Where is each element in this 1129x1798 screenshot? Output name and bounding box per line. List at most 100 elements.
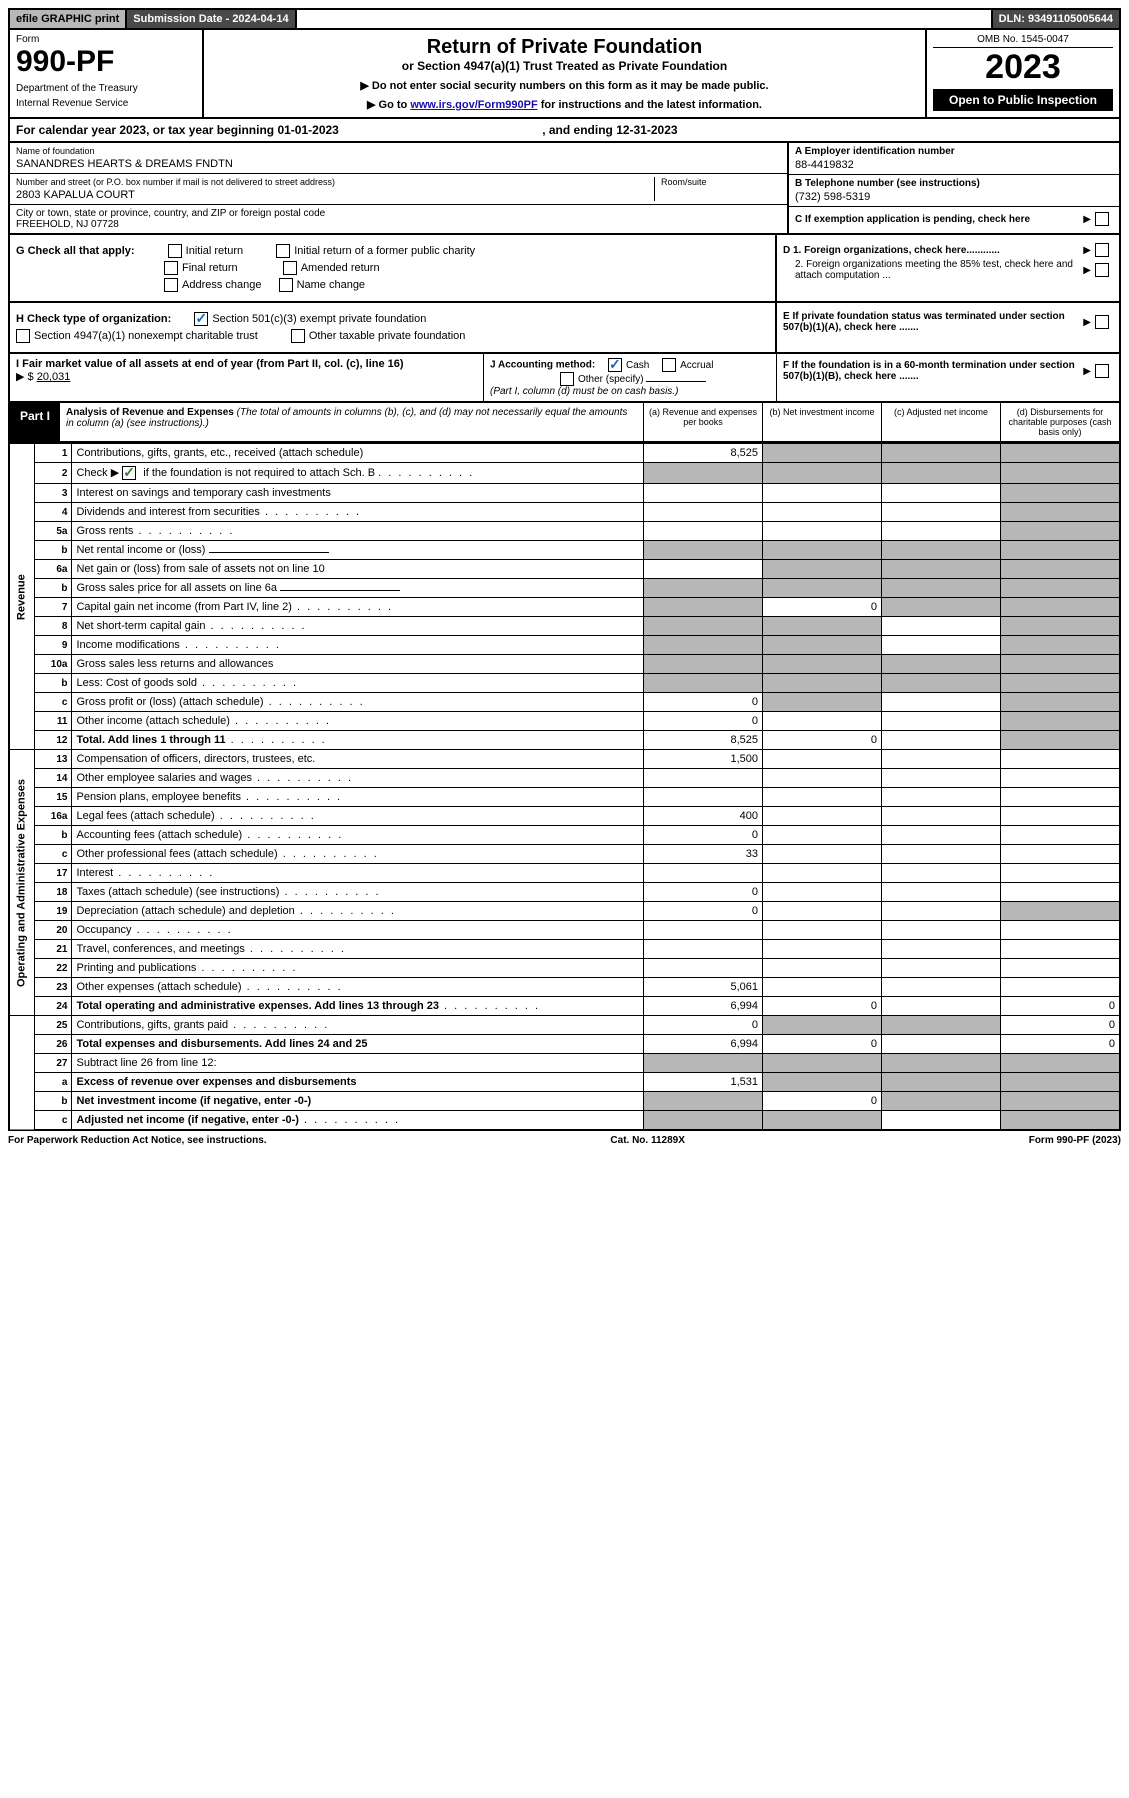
- footer-right: Form 990-PF (2023): [1029, 1135, 1121, 1146]
- row-num: 1: [35, 444, 72, 463]
- g-left: G Check all that apply: Initial return I…: [10, 235, 775, 301]
- table-row: 17Interest: [9, 864, 1120, 883]
- row-desc: Excess of revenue over expenses and disb…: [72, 1073, 644, 1092]
- check-pre: Check ▶: [76, 467, 119, 479]
- gross-sales-input[interactable]: [280, 590, 400, 591]
- row-num: c: [35, 1111, 72, 1131]
- sch-b-checkbox[interactable]: [122, 466, 136, 480]
- table-row: 12Total. Add lines 1 through 118,5250: [9, 731, 1120, 750]
- footer-mid: Cat. No. 11289X: [610, 1135, 684, 1146]
- c-checkbox[interactable]: [1095, 212, 1109, 226]
- row-num: 3: [35, 484, 72, 503]
- row-num: 25: [35, 1016, 72, 1035]
- cell-b: 0: [763, 1092, 882, 1111]
- col-a-header: (a) Revenue and expenses per books: [643, 403, 762, 441]
- e-checkbox[interactable]: [1095, 315, 1109, 329]
- other-taxable-checkbox[interactable]: [291, 329, 305, 343]
- addr-change-checkbox[interactable]: [164, 278, 178, 292]
- table-row: 18Taxes (attach schedule) (see instructi…: [9, 883, 1120, 902]
- cell-a: 6,994: [644, 1035, 763, 1054]
- name-change-checkbox[interactable]: [279, 278, 293, 292]
- cell-a: 0: [644, 693, 763, 712]
- main-table: Revenue 1 Contributions, gifts, grants, …: [8, 443, 1121, 1131]
- row-desc: Net rental income or (loss): [72, 541, 644, 560]
- cell-b: 0: [763, 598, 882, 617]
- rental-input[interactable]: [209, 552, 329, 553]
- table-row: Operating and Administrative Expenses 13…: [9, 750, 1120, 769]
- ein-value: 88-4419832: [795, 159, 1113, 171]
- d1-checkbox[interactable]: [1095, 243, 1109, 257]
- row-num: 26: [35, 1035, 72, 1054]
- 4947-checkbox[interactable]: [16, 329, 30, 343]
- cash-checkbox[interactable]: [608, 358, 622, 372]
- other-specify-input[interactable]: [646, 381, 706, 382]
- omb-number: OMB No. 1545-0047: [933, 34, 1113, 48]
- final-return-label: Final return: [182, 262, 238, 274]
- other-method-checkbox[interactable]: [560, 372, 574, 386]
- row-num: 8: [35, 617, 72, 636]
- row-desc: Legal fees (attach schedule): [72, 807, 644, 826]
- other-taxable-label: Other taxable private foundation: [309, 330, 466, 342]
- cell-d: 0: [1001, 1016, 1121, 1035]
- cell-a: 1,531: [644, 1073, 763, 1092]
- revenue-label: Revenue: [9, 444, 35, 750]
- c-cell: C If exemption application is pending, c…: [789, 209, 1119, 229]
- row-desc: Other income (attach schedule): [72, 712, 644, 731]
- info-grid: Name of foundation SANANDRES HEARTS & DR…: [8, 143, 1121, 235]
- top-spacer: [297, 10, 993, 28]
- final-return-checkbox[interactable]: [164, 261, 178, 275]
- row-num: b: [35, 1092, 72, 1111]
- table-row: 11Other income (attach schedule)0: [9, 712, 1120, 731]
- accrual-checkbox[interactable]: [662, 358, 676, 372]
- irs-link[interactable]: www.irs.gov/Form990PF: [410, 99, 537, 111]
- 501c3-checkbox[interactable]: [194, 312, 208, 326]
- table-row: bGross sales price for all assets on lin…: [9, 579, 1120, 598]
- arrow-icon: ▶: [1083, 214, 1091, 225]
- part1-header: Part I Analysis of Revenue and Expenses …: [8, 403, 1121, 443]
- row-num: b: [35, 579, 72, 598]
- cell-a: 6,994: [644, 997, 763, 1016]
- row-desc: Gross sales price for all assets on line…: [72, 579, 644, 598]
- ijf-section: I Fair market value of all assets at end…: [8, 354, 1121, 403]
- row-desc: Dividends and interest from securities: [72, 503, 644, 522]
- table-row: 6aNet gain or (loss) from sale of assets…: [9, 560, 1120, 579]
- amended-checkbox[interactable]: [283, 261, 297, 275]
- c-label: C If exemption application is pending, c…: [795, 214, 1030, 225]
- table-row: 7Capital gain net income (from Part IV, …: [9, 598, 1120, 617]
- table-row: bAccounting fees (attach schedule)0: [9, 826, 1120, 845]
- cell-a: 8,525: [644, 444, 763, 463]
- calendar-year-row: For calendar year 2023, or tax year begi…: [8, 119, 1121, 143]
- row-desc: Check ▶ if the foundation is not require…: [72, 463, 644, 484]
- initial-return-checkbox[interactable]: [168, 244, 182, 258]
- row-desc: Printing and publications: [72, 959, 644, 978]
- instr2-post: for instructions and the latest informat…: [538, 99, 762, 111]
- cell-a: 0: [644, 826, 763, 845]
- row-num: 5a: [35, 522, 72, 541]
- table-row: 3Interest on savings and temporary cash …: [9, 484, 1120, 503]
- cell-a: 1,500: [644, 750, 763, 769]
- table-row: 25Contributions, gifts, grants paid00: [9, 1016, 1120, 1035]
- form-header: Form 990-PF Department of the Treasury I…: [8, 30, 1121, 119]
- 501c3-label: Section 501(c)(3) exempt private foundat…: [212, 313, 426, 325]
- form-word: Form: [16, 34, 196, 45]
- f-checkbox[interactable]: [1095, 364, 1109, 378]
- row-desc: Net investment income (if negative, ente…: [72, 1092, 644, 1111]
- ein-cell: A Employer identification number 88-4419…: [789, 143, 1119, 175]
- cell-a: 8,525: [644, 731, 763, 750]
- info-right: A Employer identification number 88-4419…: [787, 143, 1119, 233]
- cell-d: 0: [1001, 1035, 1121, 1054]
- col-d-header: (d) Disbursements for charitable purpose…: [1000, 403, 1119, 441]
- d2-checkbox[interactable]: [1095, 263, 1109, 277]
- f-label: F If the foundation is in a 60-month ter…: [783, 360, 1075, 382]
- row-desc: Net gain or (loss) from sale of assets n…: [72, 560, 644, 579]
- table-row: 21Travel, conferences, and meetings: [9, 940, 1120, 959]
- row-desc: Adjusted net income (if negative, enter …: [72, 1111, 644, 1131]
- row-num: 14: [35, 769, 72, 788]
- initial-former-checkbox[interactable]: [276, 244, 290, 258]
- ein-label: A Employer identification number: [795, 146, 1113, 157]
- row-desc: Accounting fees (attach schedule): [72, 826, 644, 845]
- row-num: c: [35, 693, 72, 712]
- row-desc: Net short-term capital gain: [72, 617, 644, 636]
- cash-label: Cash: [626, 360, 649, 371]
- h-label: H Check type of organization:: [16, 313, 171, 325]
